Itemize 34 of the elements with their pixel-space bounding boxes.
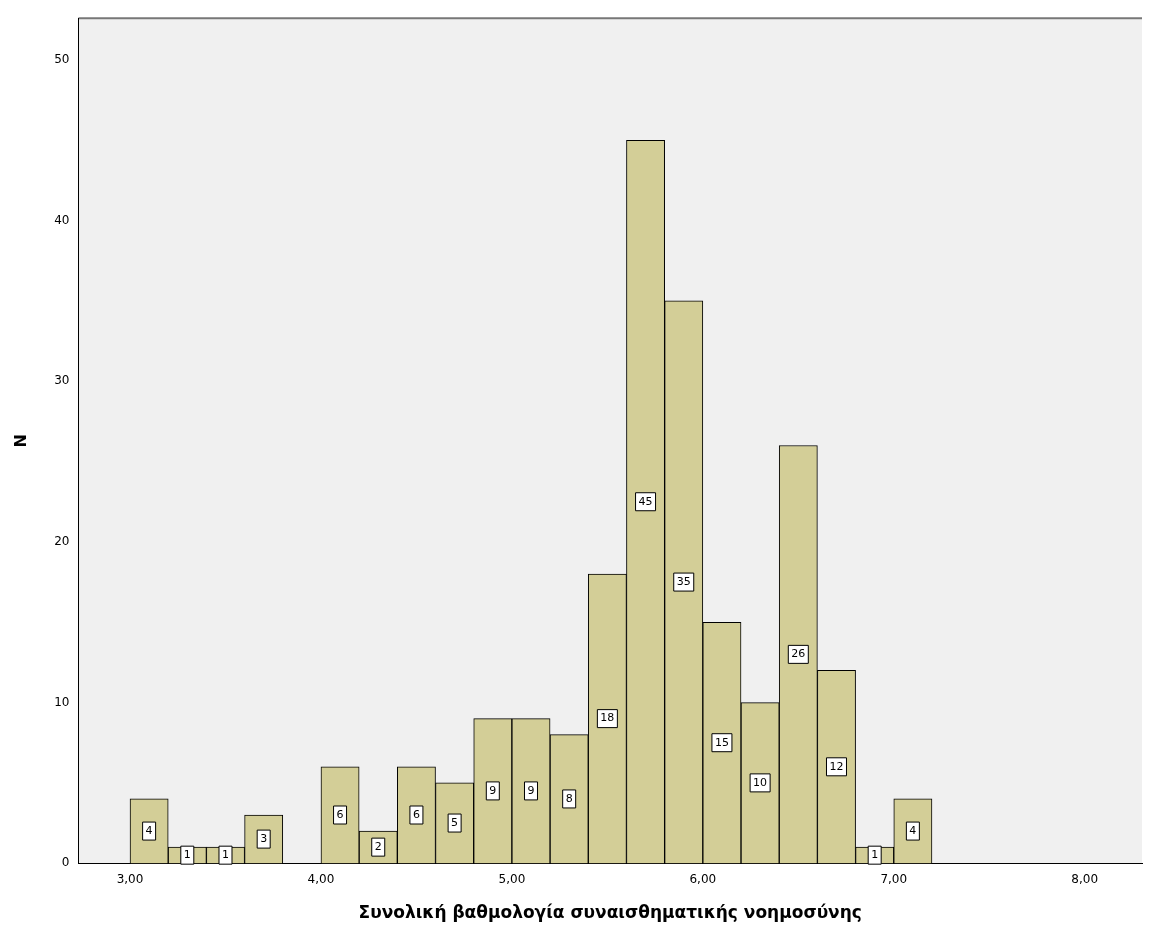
x-tick-label: 4,00 <box>307 871 335 886</box>
data-label: 6 <box>412 807 420 821</box>
data-label: 6 <box>336 807 344 821</box>
y-tick-label: 40 <box>54 212 70 227</box>
data-label: 1 <box>183 848 191 862</box>
data-label: 10 <box>753 775 768 789</box>
x-tick-label: 6,00 <box>689 871 717 886</box>
y-tick-label: 50 <box>54 52 70 67</box>
data-label: 26 <box>791 647 806 661</box>
data-label: 18 <box>600 711 615 725</box>
y-tick-label: 20 <box>54 534 70 549</box>
data-label: 9 <box>527 783 535 797</box>
x-tick-label: 8,00 <box>1071 871 1099 886</box>
data-label: 1 <box>221 848 229 862</box>
y-tick-label: 10 <box>54 694 70 709</box>
data-label: 1 <box>871 848 879 862</box>
data-label: 35 <box>676 574 691 588</box>
x-axis-title: Συνολική βαθμολογία συναισθηματικής νοημοσύνης <box>358 902 862 923</box>
data-label: 5 <box>451 815 459 829</box>
x-tick-label: 3,00 <box>116 871 144 886</box>
data-label: 4 <box>145 823 153 837</box>
data-label: 45 <box>638 494 653 508</box>
y-tick-label: 30 <box>54 373 70 388</box>
x-tick-label: 7,00 <box>880 871 908 886</box>
x-tick-label: 5,00 <box>498 871 526 886</box>
data-label: 2 <box>374 839 382 853</box>
y-axis-title: N <box>10 434 30 448</box>
data-label: 8 <box>565 791 573 805</box>
data-label: 15 <box>714 735 729 749</box>
y-tick-label: 0 <box>61 855 70 870</box>
data-label: 9 <box>489 783 497 797</box>
data-label: 4 <box>909 823 917 837</box>
data-label: 12 <box>829 759 844 773</box>
data-label: 3 <box>260 831 268 845</box>
